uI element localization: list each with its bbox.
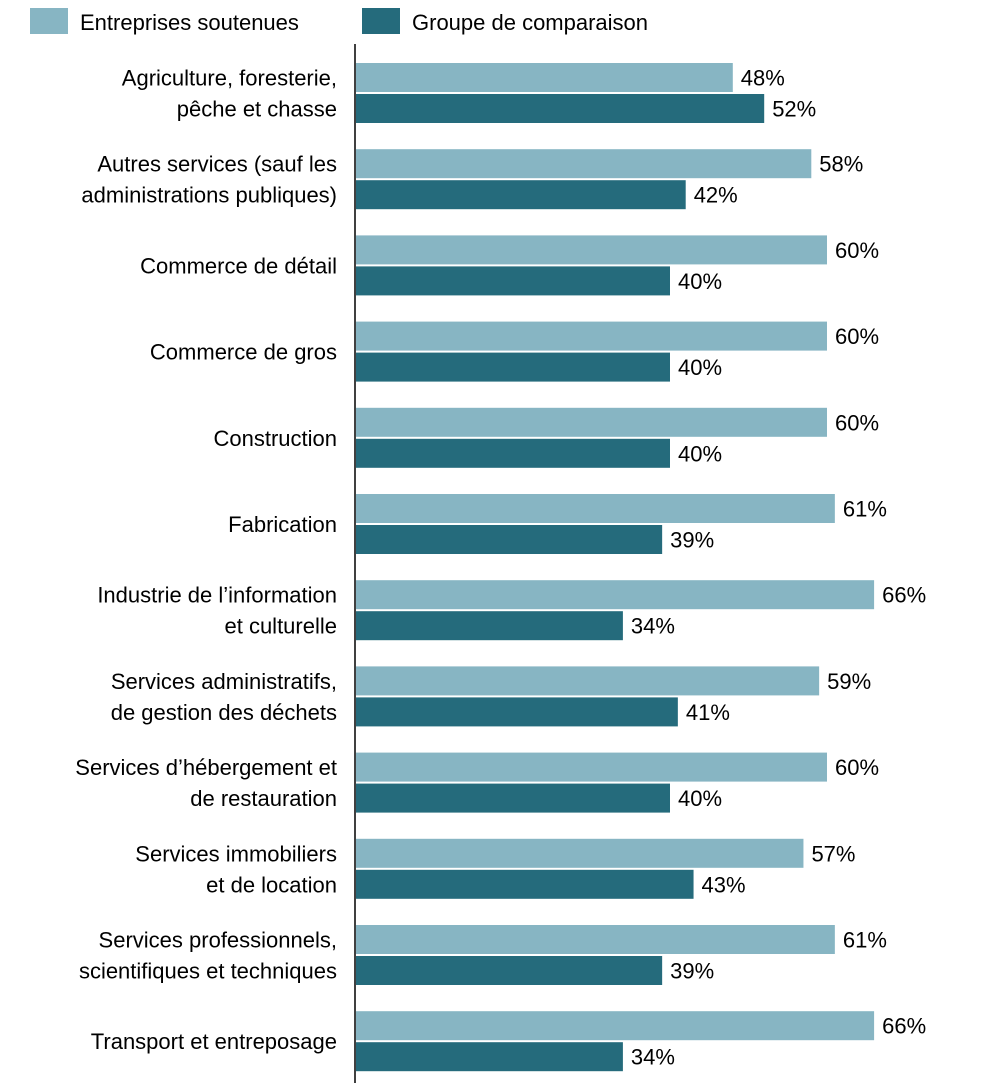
- category-label: Commerce de gros: [150, 340, 337, 365]
- value-label-supported: 58%: [819, 152, 863, 177]
- bar-supported: [356, 63, 733, 92]
- legend-swatch-comparison: [362, 8, 400, 34]
- value-label-comparison: 52%: [772, 97, 816, 122]
- category-label: Transport et entreposage: [91, 1029, 337, 1054]
- value-label-supported: 66%: [882, 583, 926, 608]
- value-label-comparison: 40%: [678, 786, 722, 811]
- bar-comparison: [356, 266, 670, 296]
- category-label: Services d’hébergement et: [75, 755, 337, 780]
- category-label: Construction: [213, 426, 337, 451]
- value-label-supported: 61%: [843, 928, 887, 953]
- bar-comparison: [356, 956, 663, 985]
- value-label-comparison: 39%: [670, 959, 714, 984]
- value-label-supported: 59%: [827, 669, 871, 694]
- value-label-comparison: 40%: [678, 269, 722, 294]
- bar-supported: [356, 149, 812, 179]
- value-label-supported: 60%: [835, 238, 879, 263]
- value-label-supported: 66%: [882, 1014, 926, 1039]
- bar-supported: [356, 235, 827, 265]
- category-label: Fabrication: [228, 512, 337, 537]
- bar-supported: [356, 580, 875, 610]
- value-label-supported: 48%: [741, 66, 785, 91]
- category-label: scientifiques et techniques: [79, 959, 337, 984]
- category-label: Services professionnels,: [99, 928, 337, 953]
- bar-comparison: [356, 180, 686, 210]
- bar-supported: [356, 925, 835, 954]
- value-label-supported: 61%: [843, 497, 887, 522]
- bar-supported: [356, 407, 827, 437]
- legend-swatch-supported: [30, 8, 68, 34]
- bars-group: [356, 63, 875, 1072]
- bar-supported: [356, 1011, 875, 1041]
- bar-comparison: [356, 352, 670, 382]
- bar-comparison: [356, 697, 678, 727]
- category-label: Services administratifs,: [111, 669, 337, 694]
- bar-supported: [356, 752, 827, 782]
- value-labels-group: 48% 52% 58% 42% 60% 40% 60% 40% 60% 40% 61% 39% 66% 3…: [631, 66, 926, 1070]
- bar-comparison: [356, 611, 623, 641]
- category-label: de restauration: [190, 786, 337, 811]
- value-label-comparison: 41%: [686, 700, 730, 725]
- value-label-comparison: 39%: [670, 528, 714, 553]
- category-label: Agriculture, foresterie,: [122, 66, 337, 91]
- category-label: administrations publiques): [81, 183, 337, 208]
- value-label-comparison: 42%: [694, 183, 738, 208]
- value-label-supported: 60%: [835, 324, 879, 349]
- bar-supported: [356, 494, 835, 523]
- value-label-comparison: 34%: [631, 1045, 675, 1070]
- bar-comparison: [356, 869, 694, 899]
- category-label: et de location: [206, 872, 337, 897]
- category-label: Services immobiliers: [135, 841, 337, 866]
- value-label-supported: 60%: [835, 410, 879, 435]
- value-label-comparison: 34%: [631, 614, 675, 639]
- bar-comparison: [356, 438, 670, 468]
- category-label: de gestion des déchets: [111, 700, 337, 725]
- category-label: Industrie de l’information: [97, 583, 337, 608]
- legend: Entreprises soutenues Groupe de comparai…: [30, 8, 648, 35]
- legend-label-comparison: Groupe de comparaison: [412, 10, 648, 35]
- bar-comparison: [356, 783, 670, 813]
- category-label: et culturelle: [224, 614, 337, 639]
- bar-supported: [356, 838, 804, 868]
- bar-comparison: [356, 525, 663, 554]
- bar-comparison: [356, 1042, 623, 1072]
- value-label-comparison: 40%: [678, 355, 722, 380]
- bar-supported: [356, 321, 827, 351]
- value-label-comparison: 43%: [702, 872, 746, 897]
- bar-supported: [356, 666, 820, 696]
- category-label: Autres services (sauf les: [97, 152, 337, 177]
- category-labels-group: Agriculture, foresterie, pêche et chasse A…: [75, 66, 337, 1055]
- bar-comparison: [356, 94, 765, 123]
- value-label-supported: 57%: [811, 841, 855, 866]
- category-label: Commerce de détail: [140, 253, 337, 278]
- value-label-supported: 60%: [835, 755, 879, 780]
- category-label: pêche et chasse: [177, 97, 337, 122]
- legend-label-supported: Entreprises soutenues: [80, 10, 299, 35]
- value-label-comparison: 40%: [678, 441, 722, 466]
